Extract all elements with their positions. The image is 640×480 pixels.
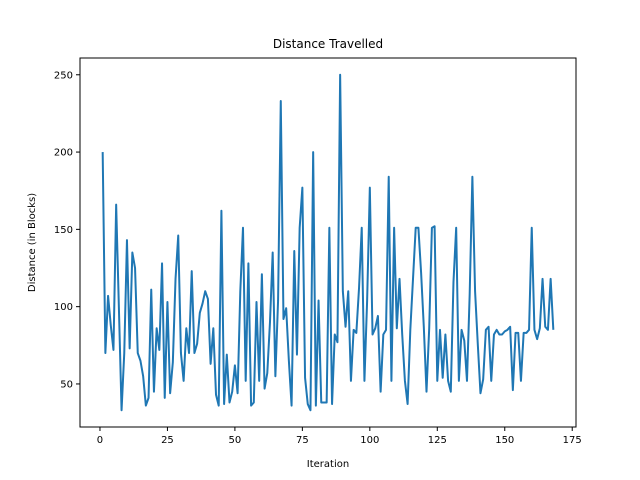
y-axis: 50 100 150 200 250 [54,70,80,390]
y-tick-label: 50 [60,379,73,390]
chart-title: Distance Travelled [273,37,383,51]
x-tick-label: 100 [360,435,379,446]
y-tick-label: 100 [54,302,73,313]
y-tick-label: 150 [54,225,73,236]
y-axis-label: Distance (in Blocks) [27,193,38,292]
x-tick-label: 75 [296,435,309,446]
plot-area [101,73,555,412]
x-tick-label: 150 [495,435,514,446]
x-tick-label: 50 [229,435,242,446]
x-axis: 0 25 50 75 100 125 150 175 [97,427,582,446]
y-tick-label: 250 [54,70,73,81]
axes-frame [79,57,577,428]
x-tick-label: 0 [97,435,103,446]
series-line-0 [101,73,555,412]
y-tick-label: 200 [54,148,73,159]
x-axis-label: Iteration [307,459,349,470]
x-tick-label: 125 [428,435,447,446]
x-tick-label: 175 [563,435,582,446]
x-tick-label: 25 [161,435,174,446]
